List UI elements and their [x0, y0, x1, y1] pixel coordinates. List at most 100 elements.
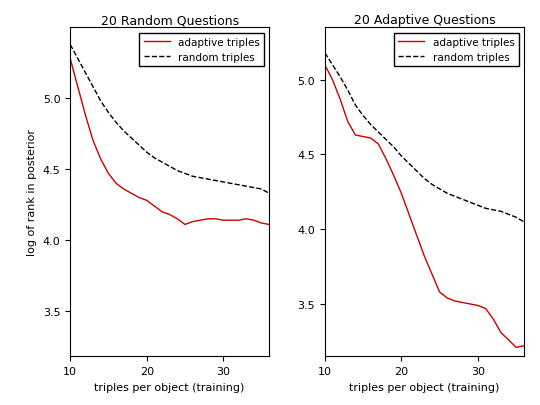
random triples	[197, 176, 204, 181]
adaptive triples	[368, 136, 374, 141]
random triples	[345, 89, 351, 94]
random triples	[151, 156, 158, 161]
X-axis label: triples per object (training): triples per object (training)	[94, 382, 245, 392]
random triples	[444, 192, 450, 196]
random triples	[266, 191, 272, 196]
random triples	[251, 186, 257, 191]
adaptive triples	[220, 218, 226, 223]
adaptive triples	[159, 210, 165, 215]
Line: adaptive triples: adaptive triples	[70, 60, 269, 225]
random triples	[128, 136, 134, 141]
adaptive triples	[398, 192, 404, 196]
adaptive triples	[75, 85, 81, 90]
adaptive triples	[205, 217, 211, 222]
adaptive triples	[337, 98, 343, 102]
random triples	[490, 208, 496, 213]
adaptive triples	[444, 296, 450, 301]
adaptive triples	[345, 120, 351, 125]
random triples	[521, 220, 527, 225]
adaptive triples	[128, 191, 134, 196]
adaptive triples	[436, 290, 443, 295]
Legend: adaptive triples, random triples: adaptive triples, random triples	[394, 34, 518, 67]
random triples	[182, 172, 188, 177]
random triples	[205, 177, 211, 182]
adaptive triples	[482, 306, 489, 311]
adaptive triples	[505, 338, 512, 343]
adaptive triples	[120, 187, 127, 192]
random triples	[497, 209, 504, 214]
random triples	[243, 184, 249, 189]
adaptive triples	[513, 345, 519, 350]
adaptive triples	[390, 173, 397, 178]
adaptive triples	[475, 303, 481, 308]
random triples	[67, 43, 73, 48]
Y-axis label: log of rank in posterior: log of rank in posterior	[27, 129, 37, 256]
random triples	[421, 177, 428, 181]
adaptive triples	[521, 343, 527, 348]
random triples	[212, 179, 219, 183]
random triples	[475, 203, 481, 208]
Title: 20 Random Questions: 20 Random Questions	[100, 14, 239, 27]
Line: random triples: random triples	[325, 54, 524, 222]
adaptive triples	[136, 196, 143, 200]
random triples	[258, 187, 265, 192]
adaptive triples	[174, 217, 180, 222]
random triples	[513, 215, 519, 220]
random triples	[467, 200, 474, 205]
random triples	[120, 129, 127, 134]
random triples	[144, 150, 150, 155]
random triples	[451, 194, 458, 199]
random triples	[190, 175, 196, 179]
adaptive triples	[352, 133, 359, 138]
adaptive triples	[414, 233, 420, 238]
adaptive triples	[322, 63, 328, 68]
random triples	[505, 212, 512, 217]
random triples	[220, 180, 226, 185]
adaptive triples	[375, 142, 382, 147]
random triples	[98, 100, 104, 104]
Line: adaptive triples: adaptive triples	[325, 66, 524, 347]
random triples	[337, 75, 343, 80]
adaptive triples	[212, 217, 219, 222]
random triples	[159, 160, 165, 165]
adaptive triples	[243, 217, 249, 222]
adaptive triples	[90, 139, 97, 144]
random triples	[460, 197, 466, 202]
random triples	[75, 57, 81, 62]
adaptive triples	[429, 272, 435, 277]
adaptive triples	[144, 198, 150, 203]
adaptive triples	[98, 158, 104, 162]
adaptive triples	[182, 222, 188, 227]
adaptive triples	[266, 222, 272, 227]
random triples	[368, 123, 374, 128]
adaptive triples	[151, 204, 158, 209]
random triples	[436, 187, 443, 192]
random triples	[352, 103, 359, 108]
random triples	[82, 71, 89, 76]
adaptive triples	[406, 212, 412, 217]
adaptive triples	[105, 172, 112, 177]
random triples	[235, 183, 242, 188]
adaptive triples	[329, 78, 336, 83]
random triples	[105, 111, 112, 115]
random triples	[429, 183, 435, 188]
adaptive triples	[251, 218, 257, 223]
random triples	[113, 121, 119, 126]
random triples	[360, 114, 366, 119]
random triples	[398, 154, 404, 159]
adaptive triples	[258, 221, 265, 226]
X-axis label: triples per object (training): triples per object (training)	[349, 382, 500, 392]
adaptive triples	[228, 218, 234, 223]
random triples	[383, 138, 389, 143]
random triples	[166, 164, 173, 169]
adaptive triples	[197, 218, 204, 223]
adaptive triples	[467, 302, 474, 307]
adaptive triples	[190, 220, 196, 224]
random triples	[375, 130, 382, 135]
Title: 20 Adaptive Questions: 20 Adaptive Questions	[354, 14, 495, 27]
adaptive triples	[67, 57, 73, 62]
random triples	[228, 181, 234, 186]
Line: random triples: random triples	[70, 45, 269, 194]
adaptive triples	[451, 299, 458, 304]
adaptive triples	[166, 213, 173, 217]
